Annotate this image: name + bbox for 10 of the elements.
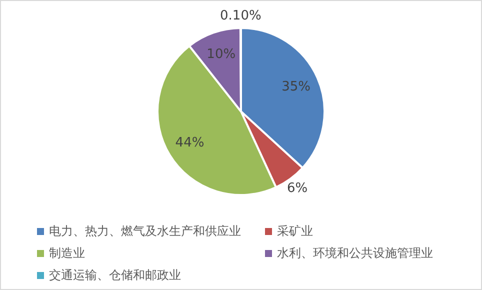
legend-label: 交通运输、仓储和邮政业 bbox=[49, 267, 181, 284]
legend-label: 电力、热力、燃气及水生产和供应业 bbox=[49, 223, 241, 240]
data-label: 0.10% bbox=[220, 8, 262, 24]
data-label: 6% bbox=[287, 180, 308, 196]
legend-label: 采矿业 bbox=[277, 223, 313, 240]
data-label: 10% bbox=[206, 47, 236, 62]
data-label: 35% bbox=[282, 80, 310, 95]
legend-label: 制造业 bbox=[49, 245, 85, 262]
legend-label: 水利、环境和公共设施管理业 bbox=[277, 245, 433, 262]
data-label: 44% bbox=[175, 135, 204, 150]
